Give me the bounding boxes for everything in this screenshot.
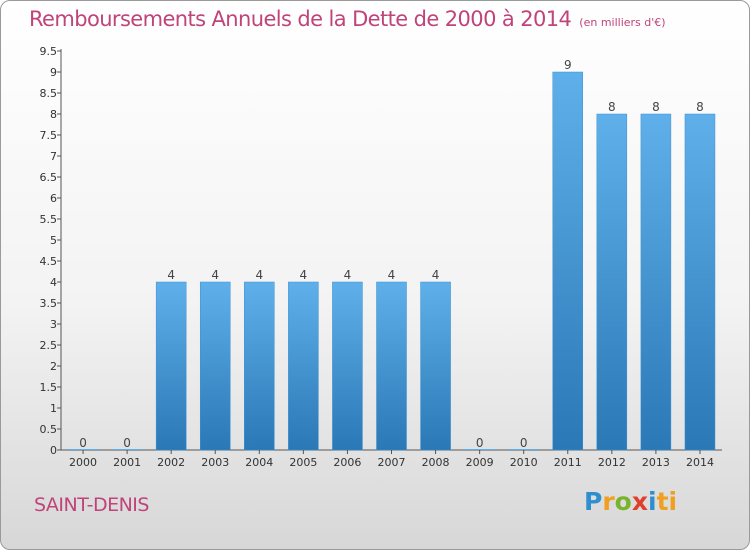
value-label: 4 [211, 268, 219, 282]
value-label: 4 [432, 268, 440, 282]
y-tick-label: 0.5 [40, 423, 58, 436]
value-label: 4 [167, 268, 175, 282]
unit-text: (en milliers d'€) [579, 16, 666, 29]
y-tick-label: 9.5 [40, 45, 58, 58]
x-axis-ticks: 2000 2001 2002 2003 2004 2005 2006 2007 2008 2009… [69, 450, 714, 469]
bar-2012 [596, 113, 628, 451]
y-tick-label: 9 [50, 66, 57, 79]
bar-2013 [640, 113, 672, 451]
x-tick-label: 2011 [554, 456, 582, 469]
y-tick-label: 3 [50, 318, 57, 331]
x-tick-label: 2013 [642, 456, 670, 469]
y-tick-label: 7 [50, 150, 57, 163]
x-tick-label: 2003 [201, 456, 229, 469]
y-tick-label: 2.5 [40, 339, 58, 352]
y-tick-label: 4 [50, 276, 57, 289]
bars [68, 71, 716, 451]
value-label: 4 [300, 268, 308, 282]
proxiti-logo: Proxiti [584, 487, 678, 516]
value-label: 8 [652, 100, 660, 114]
y-tick-label: 0 [50, 444, 57, 457]
bar-2003 [199, 281, 231, 451]
chart-title: Remboursements Annuels de la Dette de 20… [29, 7, 666, 31]
x-tick-label: 2006 [333, 456, 361, 469]
x-tick-label: 2010 [510, 456, 538, 469]
value-label: 0 [520, 436, 528, 450]
x-tick-label: 2002 [157, 456, 185, 469]
value-label: 9 [564, 58, 572, 72]
y-tick-label: 1.5 [40, 381, 58, 394]
value-label: 8 [608, 100, 616, 114]
x-tick-label: 2005 [289, 456, 317, 469]
x-tick-label: 2012 [598, 456, 626, 469]
value-labels: 0 0 4 4 4 4 4 4 4 0 0 9 8 8 8 [79, 58, 704, 450]
y-tick-label: 3.5 [40, 297, 58, 310]
y-tick-label: 7.5 [40, 129, 58, 142]
x-tick-label: 2009 [466, 456, 494, 469]
bar-2006 [332, 281, 363, 451]
value-label: 0 [79, 436, 87, 450]
bar-2007 [376, 281, 407, 451]
value-label: 0 [123, 436, 131, 450]
bar-2002 [155, 281, 187, 451]
bar-2008 [420, 281, 451, 451]
y-tick-label: 5.5 [40, 213, 58, 226]
value-label: 4 [388, 268, 396, 282]
y-tick-label: 2 [50, 360, 57, 373]
y-tick-label: 5 [50, 234, 57, 247]
bar-2011 [552, 71, 584, 451]
y-tick-label: 8 [50, 108, 57, 121]
x-tick-label: 2008 [422, 456, 450, 469]
y-tick-label: 1 [50, 402, 57, 415]
value-label: 4 [344, 268, 352, 282]
value-label: 0 [476, 436, 484, 450]
place-name: SAINT-DENIS [34, 494, 149, 516]
bar-2004 [244, 281, 275, 451]
value-label: 4 [255, 268, 263, 282]
y-axis-ticks: 0 0.5 1 1.5 2 2.5 3 3.5 4 4.5 5 5.5 6 6.5 7 7.5 8 8.5 9 9.5 [40, 45, 61, 457]
bar-2005 [288, 281, 319, 451]
y-tick-label: 6 [50, 192, 57, 205]
value-label: 8 [696, 100, 704, 114]
x-tick-label: 2004 [245, 456, 273, 469]
x-tick-label: 2000 [69, 456, 97, 469]
x-tick-label: 2014 [686, 456, 714, 469]
x-tick-label: 2001 [113, 456, 141, 469]
x-tick-label: 2007 [378, 456, 406, 469]
y-tick-label: 6.5 [40, 171, 58, 184]
y-tick-label: 8.5 [40, 87, 58, 100]
y-tick-label: 4.5 [40, 255, 58, 268]
bar-2014 [684, 113, 716, 451]
title-text: Remboursements Annuels de la Dette de 20… [29, 7, 572, 31]
